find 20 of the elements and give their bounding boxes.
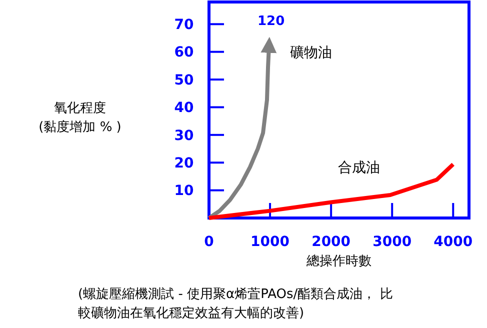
y-tick-label: 50	[174, 72, 194, 88]
x-tick-label: 1000	[250, 234, 290, 250]
x-tick-label: 3000	[372, 234, 412, 250]
y-tick-label: 40	[174, 100, 194, 116]
annotation: 120	[257, 14, 285, 29]
series-label: 合成油	[338, 160, 380, 176]
x-tick-label: 2000	[312, 234, 351, 250]
series-label: 礦物油	[290, 44, 332, 61]
x-axis-title: 總操作時數	[306, 254, 372, 269]
text: (螺旋壓縮機測試 - 使用聚α烯萓PAOs/酯類合成油， 比	[78, 287, 393, 302]
y-tick-label: 20	[174, 156, 194, 172]
y-tick-label: 60	[174, 44, 194, 61]
y-tick-label: 70	[174, 17, 194, 34]
x-tick-label: 4000	[434, 234, 473, 250]
y-axis-title: 氧化程度 (黏度增加 % )	[38, 100, 122, 135]
y-tick-label: 30	[174, 128, 194, 144]
text: 較礦物油在氧化穩定效益有大幅的改善)	[78, 305, 304, 321]
y-tick-label: 10	[174, 183, 194, 200]
x-tick-label: 0	[204, 234, 214, 250]
line-series	[207, 162, 456, 220]
